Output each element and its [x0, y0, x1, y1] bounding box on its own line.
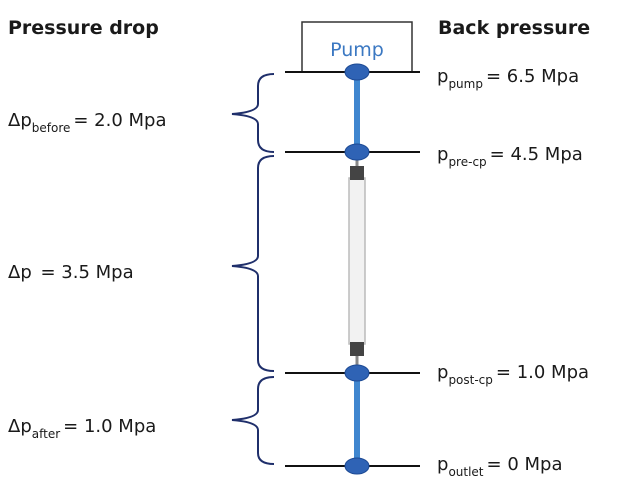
- subscript: after: [32, 427, 60, 441]
- subscript: pump: [448, 77, 483, 91]
- back-pressure-label: poutlet = 0 Mpa: [437, 454, 562, 478]
- symbol: p: [437, 454, 448, 475]
- value: = 4.5 Mpa: [490, 144, 583, 165]
- symbol: p: [437, 362, 448, 383]
- value: = 6.5 Mpa: [486, 66, 579, 87]
- junction: [344, 63, 370, 81]
- symbol: p: [437, 144, 448, 165]
- junction: [344, 364, 370, 382]
- symbol: Δp: [8, 262, 32, 283]
- value: = 2.0 Mpa: [73, 110, 166, 131]
- pressure-drop-label: Δp = 3.5 Mpa: [8, 262, 134, 283]
- brace: [231, 376, 275, 465]
- right-header: Back pressure: [438, 17, 590, 39]
- pressure-drop-label: Δpafter = 1.0 Mpa: [8, 416, 156, 441]
- brace: [231, 155, 275, 372]
- symbol: p: [437, 66, 448, 87]
- subscript: post-cp: [448, 373, 492, 387]
- pressure-drop-label: Δpbefore = 2.0 Mpa: [8, 110, 167, 135]
- subscript: outlet: [448, 465, 483, 478]
- back-pressure-label: ppost-cp = 1.0 Mpa: [437, 362, 589, 387]
- pump-label: Pump: [330, 39, 384, 61]
- symbol: Δp: [8, 416, 32, 437]
- junction: [344, 143, 370, 161]
- brace: [231, 73, 275, 153]
- column-fitting: [350, 166, 364, 180]
- subscript: pre-cp: [448, 155, 486, 169]
- back-pressure-label: ppre-cp = 4.5 Mpa: [437, 144, 583, 169]
- subscript: before: [32, 121, 71, 135]
- junction: [344, 457, 370, 475]
- value: = 1.0 Mpa: [496, 362, 589, 383]
- value: = 1.0 Mpa: [63, 416, 156, 437]
- value: = 0 Mpa: [487, 454, 563, 475]
- back-pressure-label: ppump = 6.5 Mpa: [437, 66, 579, 91]
- column: [348, 177, 366, 345]
- symbol: Δp: [8, 110, 32, 131]
- value: = 3.5 Mpa: [35, 262, 134, 283]
- left-header: Pressure drop: [8, 17, 159, 39]
- column-fitting: [350, 342, 364, 356]
